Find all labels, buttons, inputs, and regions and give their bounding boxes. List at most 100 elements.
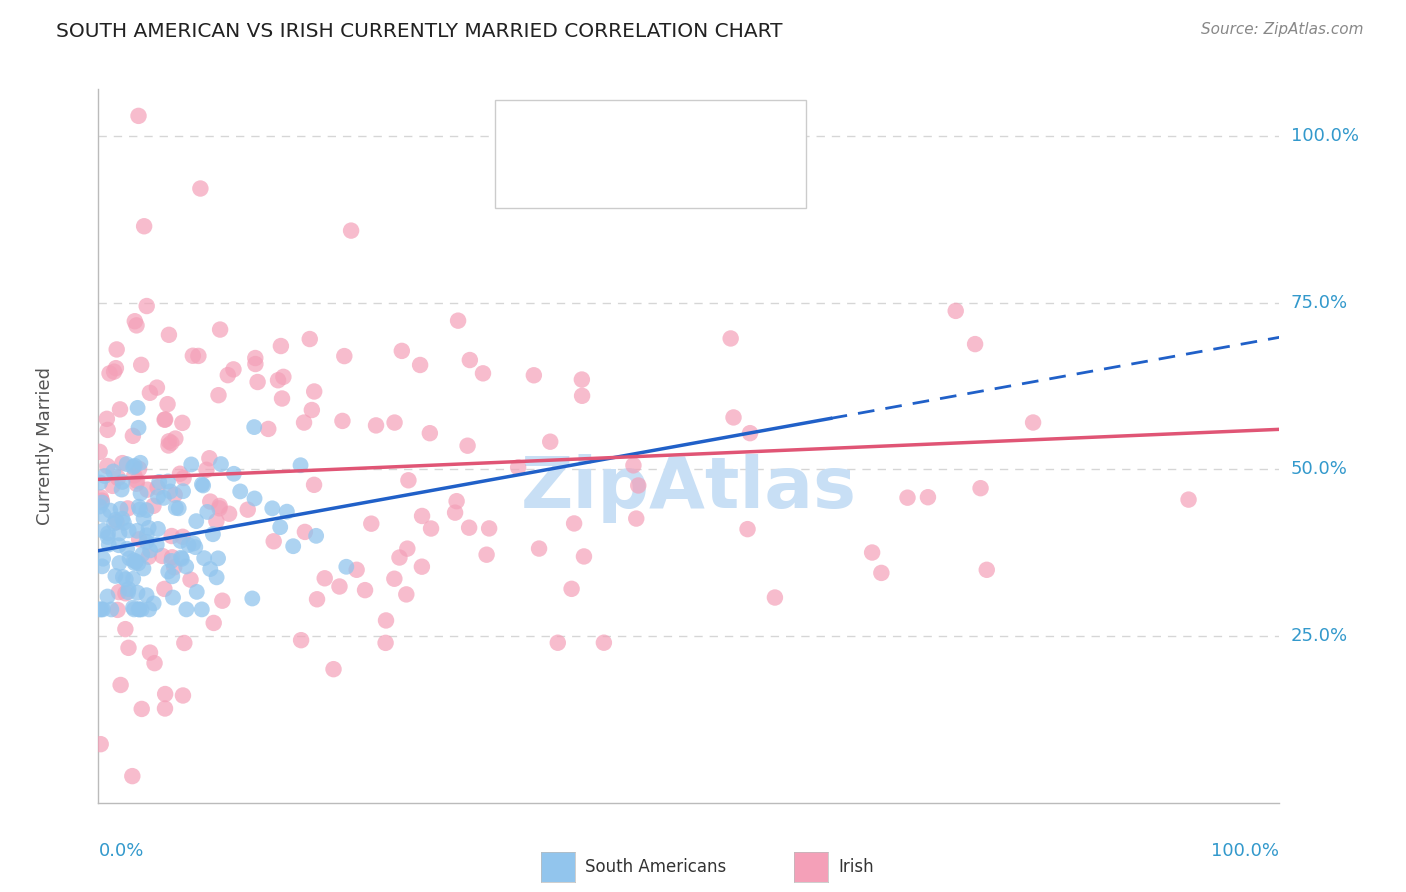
Point — [142, 596, 165, 610]
Point — [91, 495, 114, 509]
Point — [176, 602, 198, 616]
Point — [115, 541, 138, 556]
Point — [142, 499, 165, 513]
Point — [409, 358, 432, 372]
Point — [91, 524, 114, 538]
Point — [139, 646, 162, 660]
Point — [191, 477, 214, 491]
Point — [97, 537, 120, 551]
Point — [190, 181, 212, 195]
Point — [91, 551, 114, 566]
Point — [211, 593, 233, 607]
Point — [246, 375, 269, 389]
Point — [195, 463, 218, 477]
Point — [411, 508, 433, 523]
Point — [209, 322, 232, 336]
Point — [475, 548, 498, 562]
Point — [91, 602, 114, 616]
Text: Source: ZipAtlas.com: Source: ZipAtlas.com — [1201, 22, 1364, 37]
Point — [117, 582, 139, 596]
Point — [472, 367, 495, 381]
Point — [104, 513, 127, 527]
Point — [236, 502, 259, 516]
Point — [135, 503, 157, 517]
Point — [122, 429, 145, 443]
Point — [458, 521, 481, 535]
Point — [111, 456, 134, 470]
Point — [302, 478, 325, 492]
Point — [167, 501, 190, 516]
Point — [444, 506, 467, 520]
Point — [527, 541, 550, 556]
Point — [110, 678, 132, 692]
Point — [271, 392, 294, 406]
Text: R =: R = — [558, 122, 598, 140]
Point — [101, 479, 124, 493]
Text: ZipAtlas: ZipAtlas — [522, 454, 856, 524]
Point — [135, 534, 157, 549]
Point — [523, 368, 546, 383]
Point — [172, 530, 194, 544]
Point — [205, 514, 228, 528]
Point — [89, 500, 111, 514]
Point — [200, 562, 222, 576]
Point — [125, 476, 148, 491]
Point — [969, 481, 991, 495]
Point — [172, 689, 194, 703]
Point — [270, 339, 292, 353]
Point — [243, 491, 266, 506]
Point — [763, 591, 786, 605]
Point — [156, 475, 179, 489]
Point — [98, 367, 121, 381]
Point — [269, 520, 291, 534]
Point — [138, 521, 160, 535]
Point — [173, 471, 195, 485]
Point — [128, 533, 150, 547]
Point — [382, 572, 405, 586]
Point — [129, 456, 152, 470]
Point — [419, 426, 441, 441]
Point — [292, 416, 315, 430]
Point — [332, 414, 354, 428]
Point — [124, 468, 146, 483]
Point — [298, 332, 321, 346]
Point — [125, 554, 148, 568]
Point — [131, 602, 153, 616]
Point — [128, 602, 150, 616]
Point — [160, 529, 183, 543]
Point — [165, 432, 187, 446]
Point — [276, 505, 298, 519]
Point — [184, 540, 207, 554]
Point — [170, 550, 193, 565]
Point — [162, 569, 184, 583]
Point — [208, 501, 231, 516]
Point — [290, 633, 312, 648]
Point — [160, 554, 183, 568]
Point — [169, 533, 191, 548]
Point — [160, 550, 183, 565]
Point — [128, 602, 150, 616]
Point — [478, 521, 501, 535]
Point — [222, 467, 245, 481]
Text: 75.0%: 75.0% — [1291, 293, 1348, 311]
Point — [145, 538, 167, 552]
Point — [340, 224, 363, 238]
Point — [153, 413, 176, 427]
Point — [107, 603, 129, 617]
Point — [103, 516, 125, 531]
Point — [945, 304, 967, 318]
Text: 0.079: 0.079 — [598, 170, 654, 188]
Point — [108, 526, 131, 541]
Point — [294, 524, 316, 539]
Point — [172, 416, 194, 430]
Point — [626, 511, 648, 525]
Point — [90, 491, 112, 505]
Point — [91, 559, 114, 574]
Point — [243, 420, 266, 434]
Point — [183, 536, 205, 550]
Point — [136, 483, 159, 497]
Point — [301, 403, 323, 417]
Point — [860, 545, 883, 559]
Point — [153, 701, 176, 715]
Point — [458, 353, 481, 368]
